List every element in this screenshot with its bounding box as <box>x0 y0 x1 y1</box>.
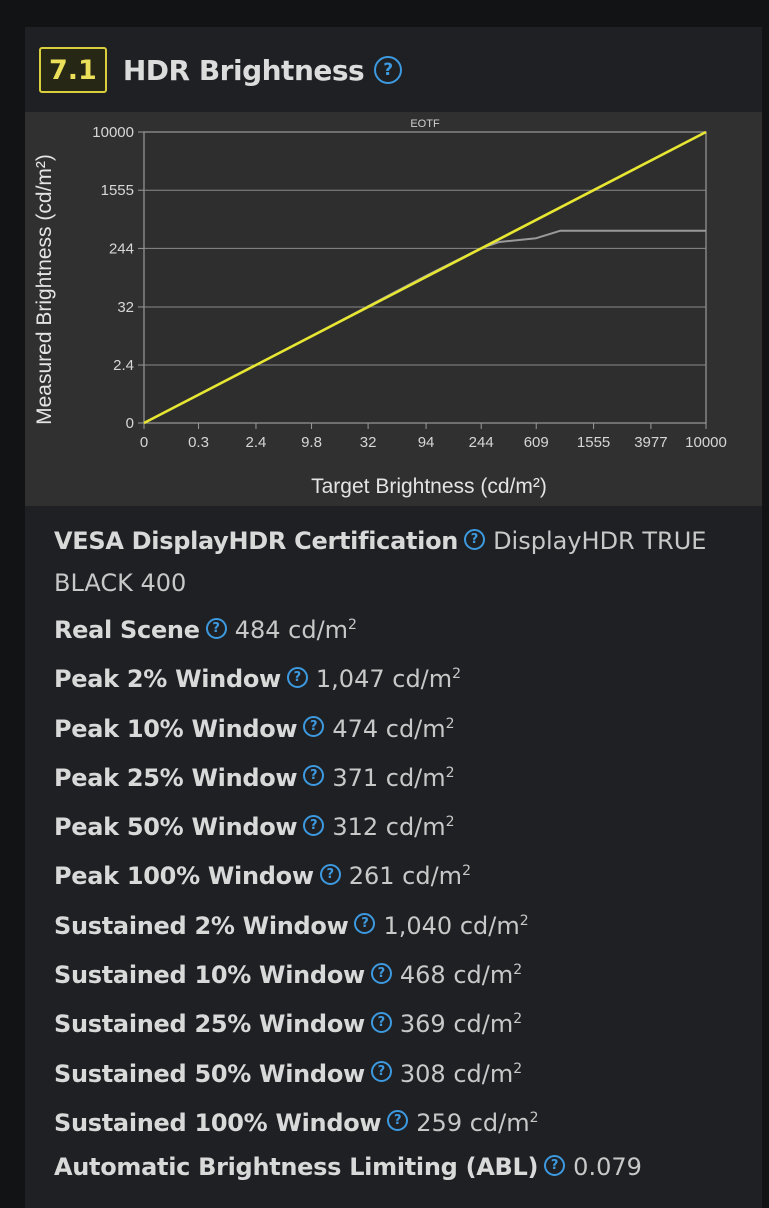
x-tick-label: 9.8 <box>301 434 322 451</box>
spec-row: Sustained 100% Window? 259 cd/m2 <box>54 1097 754 1146</box>
spec-label: Automatic Brightness Limiting (ABL) <box>54 1153 539 1182</box>
spec-value: 474 cd/m2 <box>332 714 455 743</box>
spec-label: Peak 50% Window <box>54 813 298 842</box>
score-badge: 7.1 <box>39 47 107 93</box>
spec-label: Peak 10% Window <box>54 714 298 743</box>
unit-superscript: 2 <box>529 1109 539 1126</box>
y-axis-label: Measured Brightness (cd/m²) <box>33 154 56 425</box>
unit-superscript: 2 <box>445 814 455 831</box>
series-line <box>143 130 707 425</box>
spec-label: VESA DisplayHDR Certification <box>54 527 459 555</box>
x-tick-label: 3977 <box>634 434 667 451</box>
y-tick-label: 244 <box>109 240 134 257</box>
unit-superscript: 2 <box>452 666 462 683</box>
spec-row: Peak 25% Window? 371 cd/m2 <box>54 752 754 801</box>
spec-value: 1,047 cd/m2 <box>315 665 462 694</box>
spec-value: 312 cd/m2 <box>332 813 455 842</box>
x-tick-label: 1555 <box>577 434 610 451</box>
question-circle-icon[interactable]: ? <box>370 962 392 984</box>
spec-label: Sustained 25% Window <box>54 1010 365 1039</box>
x-axis-label: Target Brightness (cd/m²) <box>311 475 547 498</box>
spec-label: Sustained 2% Window <box>54 911 349 940</box>
spec-row: Real Scene? 484 cd/m2 <box>54 604 754 653</box>
spec-label: Real Scene <box>54 616 200 644</box>
unit-superscript: 2 <box>513 962 523 979</box>
spec-label: Peak 25% Window <box>54 763 298 792</box>
unit-superscript: 2 <box>462 863 471 880</box>
hdr-brightness-panel: 7.1 HDR Brightness ? EOTF 10000 1555 244 32 2… <box>25 27 762 1208</box>
x-tick-label: 244 <box>469 434 494 451</box>
y-tick-label: 10000 <box>92 124 134 141</box>
spec-row: Sustained 25% Window? 369 cd/m2 <box>54 998 754 1047</box>
question-circle-icon[interactable]: ? <box>374 56 403 84</box>
section-header: 7.1 HDR Brightness ? <box>39 47 403 93</box>
x-tick-label: 0.3 <box>188 434 209 451</box>
spec-label: Peak 100% Window <box>54 862 314 891</box>
spec-row: Peak 10% Window? 474 cd/m2 <box>54 703 754 752</box>
y-tick-label: 0 <box>126 415 134 432</box>
spec-value: 484 cd/m2 <box>234 616 357 644</box>
unit-superscript: 2 <box>519 912 529 929</box>
question-circle-icon[interactable]: ? <box>370 1061 392 1083</box>
spec-row: Peak 100% Window? 261 cd/m2 <box>54 850 754 899</box>
spec-value: 0.079 <box>573 1153 642 1182</box>
spec-label: Sustained 10% Window <box>54 961 365 990</box>
question-circle-icon[interactable]: ? <box>319 863 341 885</box>
question-circle-icon[interactable]: ? <box>464 528 486 550</box>
spec-value: 259 cd/m2 <box>416 1108 539 1137</box>
unit-superscript: 2 <box>513 1011 523 1028</box>
question-circle-icon[interactable]: ? <box>370 1011 392 1033</box>
spec-row: Sustained 50% Window? 308 cd/m2 <box>54 1048 754 1097</box>
question-circle-icon[interactable]: ? <box>303 814 325 836</box>
x-tick-label: 2.4 <box>246 434 267 451</box>
question-circle-icon[interactable]: ? <box>286 666 308 688</box>
spec-value: DisplayHDR TRUE BLACK 400 <box>54 527 707 597</box>
section-title: HDR Brightness <box>122 53 365 87</box>
unit-superscript: 2 <box>445 715 455 732</box>
unit-superscript: 2 <box>513 1060 523 1077</box>
y-tick-label: 1555 <box>101 182 134 199</box>
x-tick-label: 0 <box>140 434 148 451</box>
spec-value: 308 cd/m2 <box>399 1059 523 1088</box>
question-circle-icon[interactable]: ? <box>544 1154 566 1176</box>
spec-value: 468 cd/m2 <box>399 961 523 990</box>
spec-row: Sustained 2% Window? 1,040 cd/m2 <box>54 900 754 949</box>
x-tick-label: 10000 <box>685 434 727 451</box>
eotf-chart: EOTF 10000 1555 244 32 2.4 0 0 0.3 2.4 9.8 32 94 244 6… <box>25 112 762 506</box>
x-tick-label: 94 <box>418 434 435 451</box>
spec-label: Peak 2% Window <box>54 665 281 694</box>
x-tick-label: 32 <box>360 434 377 451</box>
x-tick-label: 609 <box>524 434 549 451</box>
spec-row: Automatic Brightness Limiting (ABL)? 0.07… <box>54 1146 754 1195</box>
spec-row: VESA DisplayHDR Certification? DisplayHDR… <box>54 520 754 604</box>
eotf-chart-svg: EOTF 10000 1555 244 32 2.4 00 0.3 2.4 9.8 32 94 244 6… <box>33 118 727 498</box>
spec-value: 261 cd/m2 <box>348 862 471 891</box>
spec-row: Sustained 10% Window? 468 cd/m2 <box>54 949 754 998</box>
y-tick-label: 2.4 <box>113 357 134 374</box>
question-circle-icon[interactable]: ? <box>205 617 227 639</box>
chart-title: EOTF <box>410 118 440 130</box>
question-circle-icon[interactable]: ? <box>303 716 325 738</box>
spec-label: Sustained 100% Window <box>54 1108 382 1137</box>
question-circle-icon[interactable]: ? <box>303 765 325 787</box>
spec-row: Peak 2% Window? 1,047 cd/m2 <box>54 653 754 702</box>
spec-value: 1,040 cd/m2 <box>383 911 529 940</box>
question-circle-icon[interactable]: ? <box>354 913 376 935</box>
y-tick-label: 32 <box>117 299 134 316</box>
question-circle-icon[interactable]: ? <box>387 1110 409 1132</box>
spec-row: Peak 50% Window? 312 cd/m2 <box>54 801 754 850</box>
unit-superscript: 2 <box>445 764 455 781</box>
spec-value: 371 cd/m2 <box>332 763 455 792</box>
spec-label: Sustained 50% Window <box>54 1059 365 1088</box>
spec-list: VESA DisplayHDR Certification? DisplayHDR… <box>54 520 754 1196</box>
unit-superscript: 2 <box>348 617 357 633</box>
spec-value: 369 cd/m2 <box>399 1010 523 1039</box>
